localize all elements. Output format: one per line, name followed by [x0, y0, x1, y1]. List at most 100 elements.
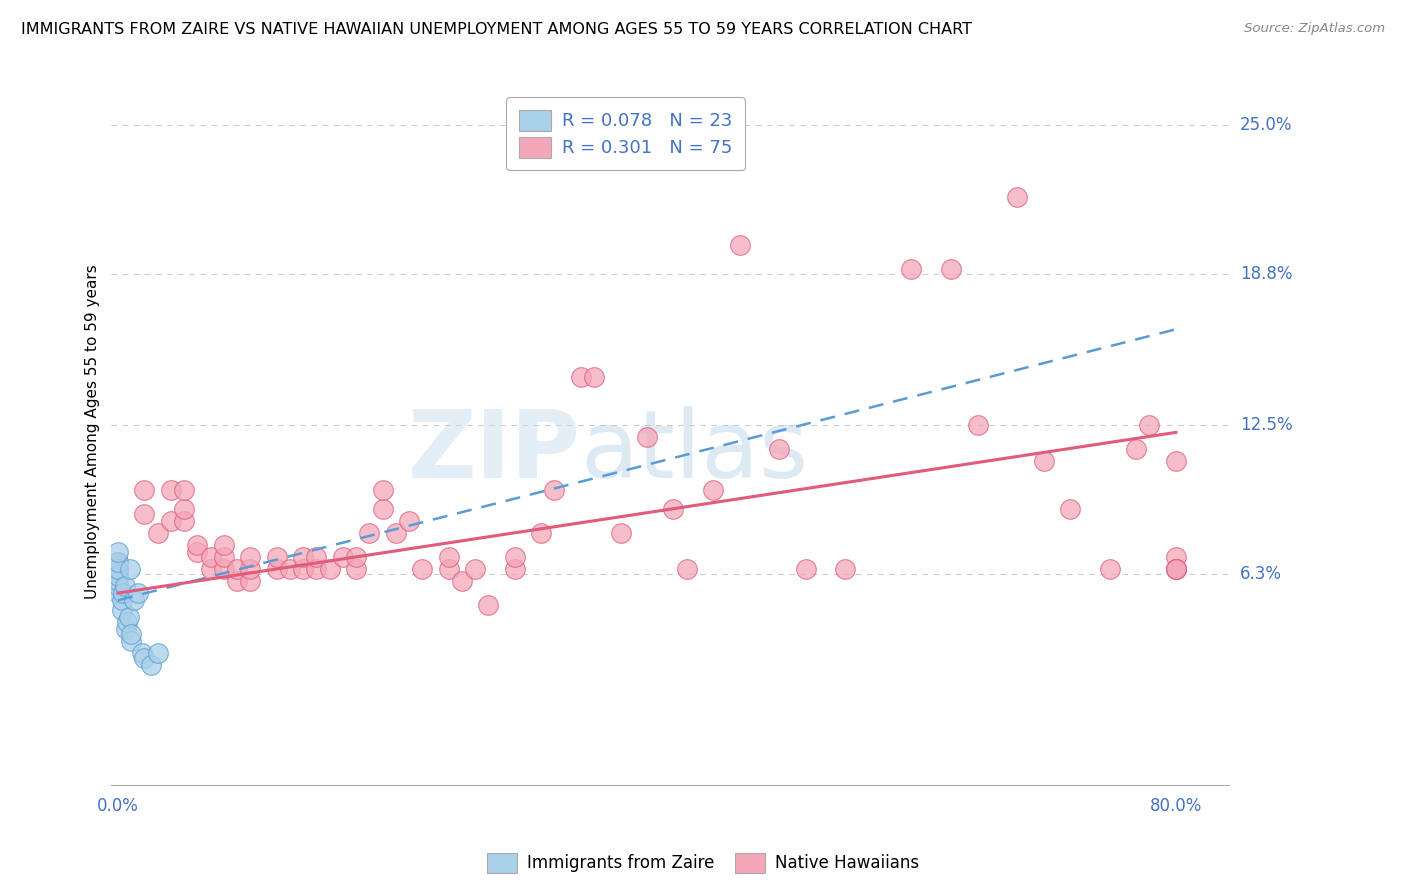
Point — [114, 579, 136, 593]
Text: 0.0%: 0.0% — [97, 797, 139, 815]
Point — [212, 562, 235, 576]
Text: 80.0%: 80.0% — [1150, 797, 1202, 815]
Point — [160, 483, 183, 497]
Text: atlas: atlas — [581, 407, 808, 499]
Text: IMMIGRANTS FROM ZAIRE VS NATIVE HAWAIIAN UNEMPLOYMENT AMONG AGES 55 TO 59 YEARS : IMMIGRANTS FROM ZAIRE VS NATIVE HAWAIIAN… — [21, 22, 972, 37]
Point — [266, 562, 288, 576]
Point — [1125, 442, 1147, 457]
Point — [186, 538, 208, 552]
Point — [1139, 418, 1161, 433]
Point — [146, 646, 169, 660]
Point — [117, 615, 139, 629]
Point — [305, 550, 328, 565]
Legend: Immigrants from Zaire, Native Hawaiians: Immigrants from Zaire, Native Hawaiians — [481, 847, 925, 880]
Point — [200, 562, 222, 576]
Point — [437, 550, 460, 565]
Point — [371, 502, 394, 516]
Point — [1007, 190, 1029, 204]
Point — [1059, 502, 1081, 516]
Point — [794, 562, 817, 576]
Point — [111, 603, 134, 617]
Point — [173, 483, 195, 497]
Point — [900, 262, 922, 277]
Point — [359, 526, 381, 541]
Point — [636, 430, 658, 444]
Point — [1164, 562, 1187, 576]
Point — [292, 562, 315, 576]
Point — [107, 569, 129, 583]
Point — [768, 442, 790, 457]
Point — [503, 550, 526, 565]
Point — [139, 658, 162, 673]
Point — [1164, 550, 1187, 565]
Point — [107, 555, 129, 569]
Point — [111, 593, 134, 607]
Point — [107, 569, 129, 583]
Point — [1164, 562, 1187, 576]
Point — [371, 483, 394, 497]
Point — [450, 574, 472, 588]
Point — [503, 562, 526, 576]
Text: 18.8%: 18.8% — [1240, 265, 1292, 283]
Point — [107, 545, 129, 559]
Point — [107, 574, 129, 588]
Point — [583, 370, 606, 384]
Point — [115, 622, 138, 636]
Point — [266, 550, 288, 565]
Point — [118, 562, 141, 576]
Point — [966, 418, 988, 433]
Point — [543, 483, 565, 497]
Point — [120, 634, 142, 648]
Point — [239, 562, 262, 576]
Point — [675, 562, 697, 576]
Point — [160, 514, 183, 528]
Point — [1164, 454, 1187, 468]
Point — [1164, 562, 1187, 576]
Point — [173, 514, 195, 528]
Point — [477, 598, 499, 612]
Point — [239, 550, 262, 565]
Text: ZIP: ZIP — [408, 407, 581, 499]
Point — [134, 650, 156, 665]
Point — [212, 538, 235, 552]
Point — [1032, 454, 1054, 468]
Legend: R = 0.078   N = 23, R = 0.301   N = 75: R = 0.078 N = 23, R = 0.301 N = 75 — [506, 97, 745, 170]
Point — [122, 593, 145, 607]
Point — [702, 483, 724, 497]
Point — [464, 562, 486, 576]
Point — [411, 562, 433, 576]
Point — [609, 526, 631, 541]
Point — [146, 526, 169, 541]
Point — [186, 545, 208, 559]
Point — [437, 562, 460, 576]
Point — [120, 627, 142, 641]
Point — [226, 562, 249, 576]
Point — [344, 562, 367, 576]
Y-axis label: Unemployment Among Ages 55 to 59 years: Unemployment Among Ages 55 to 59 years — [86, 264, 100, 599]
Point — [384, 526, 406, 541]
Point — [318, 562, 340, 576]
Point — [332, 550, 354, 565]
Point — [1098, 562, 1121, 576]
Point — [939, 262, 962, 277]
Point — [305, 562, 328, 576]
Point — [226, 574, 249, 588]
Point — [107, 555, 129, 569]
Point — [107, 586, 129, 600]
Point — [134, 507, 156, 521]
Point — [239, 574, 262, 588]
Text: 6.3%: 6.3% — [1240, 565, 1282, 582]
Point — [131, 646, 153, 660]
Point — [344, 550, 367, 565]
Point — [569, 370, 592, 384]
Point — [127, 586, 149, 600]
Text: Source: ZipAtlas.com: Source: ZipAtlas.com — [1244, 22, 1385, 36]
Text: 12.5%: 12.5% — [1240, 417, 1292, 434]
Point — [1164, 562, 1187, 576]
Point — [173, 502, 195, 516]
Point — [134, 483, 156, 497]
Point — [107, 579, 129, 593]
Point — [212, 550, 235, 565]
Point — [728, 238, 751, 252]
Point — [112, 586, 135, 600]
